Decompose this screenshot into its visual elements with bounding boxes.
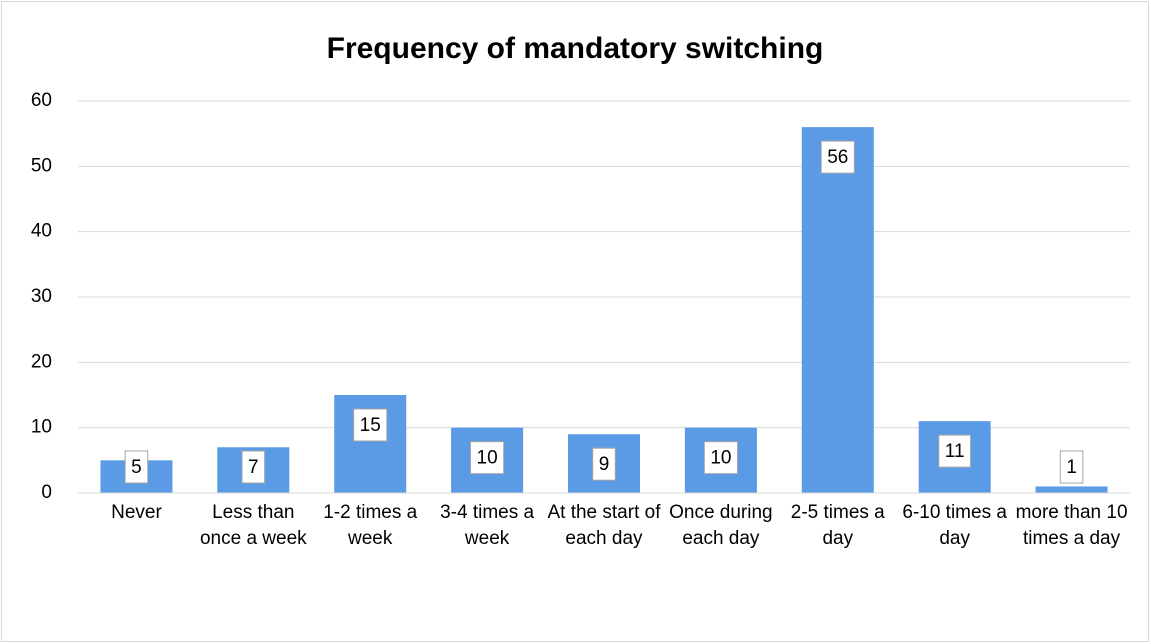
data-label: 9 [599, 454, 610, 475]
y-tick-label: 20 [31, 351, 52, 372]
bar [801, 127, 874, 493]
x-tick-label: 6-10 times a day [902, 502, 1007, 549]
x-tick-label: Less than once a week [199, 502, 307, 549]
data-label-box [470, 441, 505, 475]
y-tick-label: 0 [41, 482, 52, 503]
bar [1035, 486, 1108, 493]
y-tick-label: 60 [31, 90, 52, 111]
x-tick-label: 1-2 times a week [323, 502, 418, 549]
data-label: 7 [248, 457, 259, 478]
data-label: 56 [827, 147, 848, 168]
data-label: 11 [945, 441, 965, 462]
y-tick-label: 40 [31, 221, 52, 242]
data-label: 10 [710, 448, 731, 469]
data-label-box [820, 140, 855, 174]
data-label: 15 [360, 415, 381, 436]
x-tick-label: At the start of each day [547, 502, 661, 549]
y-tick-label: 30 [31, 286, 52, 307]
data-label-box [703, 441, 738, 475]
data-label: 5 [131, 457, 142, 478]
chart-title: Frequency of mandatory switching [327, 32, 824, 65]
data-label: 10 [477, 448, 498, 469]
data-label-box [241, 450, 266, 484]
data-label-box [938, 434, 972, 468]
data-label-box [1059, 450, 1084, 484]
x-tick-label: Once during each day [669, 502, 773, 549]
x-tick-label: 3-4 times a week [440, 502, 535, 549]
data-label-box [353, 408, 388, 442]
data-label-box [124, 450, 149, 484]
data-label-box [592, 447, 616, 481]
y-tick-label: 10 [31, 417, 52, 438]
x-tick-label: Never [111, 502, 162, 523]
data-label: 1 [1066, 457, 1077, 478]
x-tick-label: 2-5 times a day [790, 502, 885, 549]
y-tick-label: 50 [31, 155, 52, 176]
x-tick-label: more than 10 times a day [1015, 502, 1128, 549]
